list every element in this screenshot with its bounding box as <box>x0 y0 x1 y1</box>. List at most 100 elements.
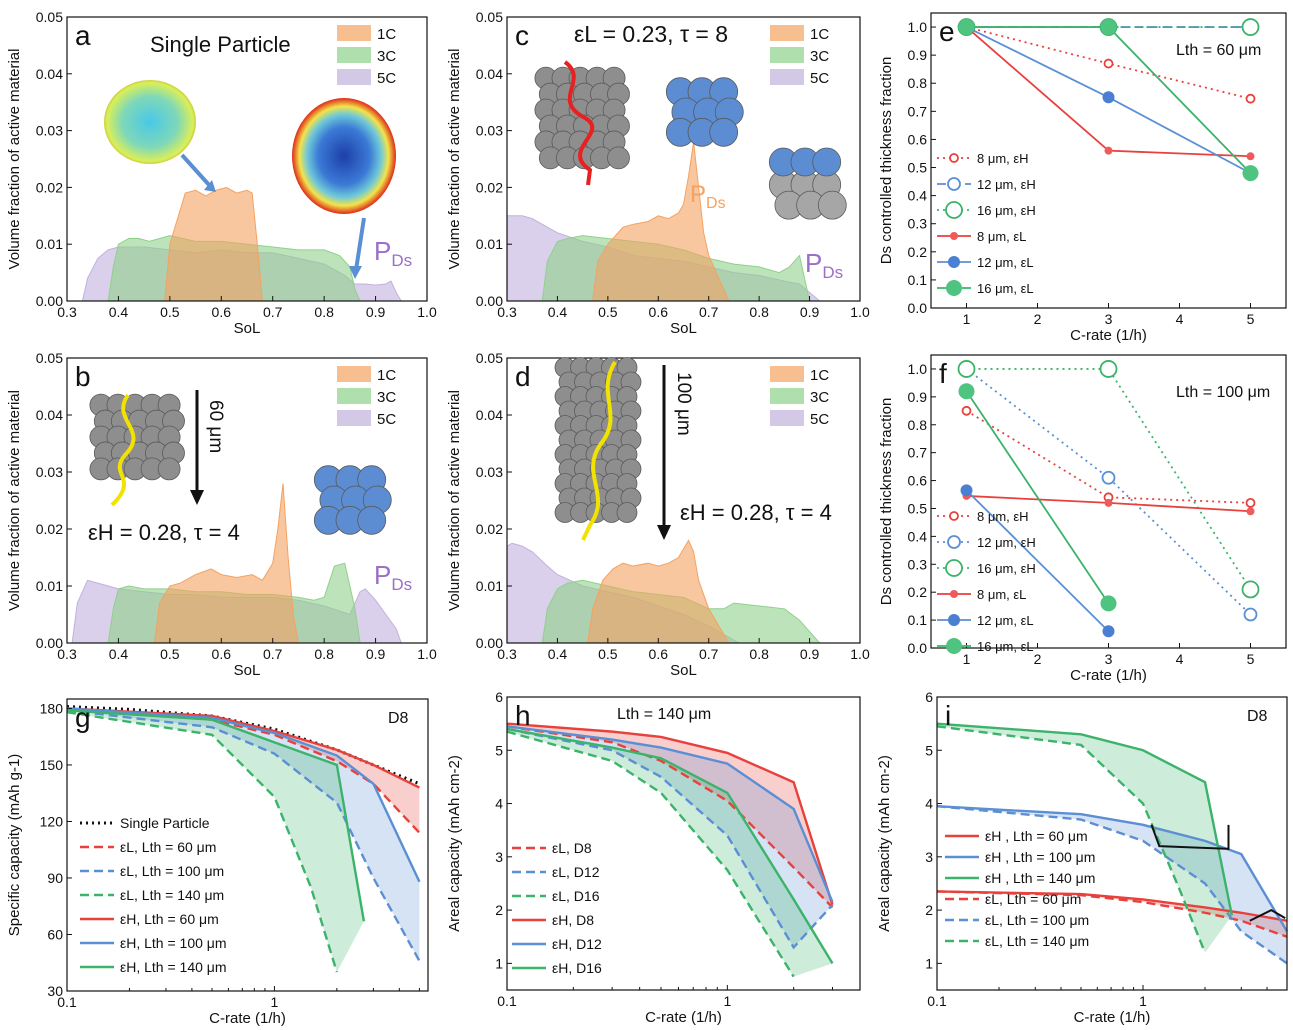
legend-label: εH, Lth = 100 μm <box>120 935 227 951</box>
legend-label: 16 μm, εH <box>977 203 1036 218</box>
series-line <box>965 390 1110 604</box>
pds-annotation: PDs <box>805 248 843 282</box>
data-point <box>1245 497 1256 508</box>
legend-swatch <box>337 366 371 382</box>
x-tick-label: 1 <box>723 993 731 1009</box>
x-axis-label: SoL <box>234 320 261 337</box>
panel-e: 0.0 0.1 0.2 0.3 0.4 0.5 0.6 0.7 0.8 0.9 1.0 1 2 3 4 5 C-… <box>878 12 1287 344</box>
panel-c: 0.00 0.01 0.02 0.03 0.04 0.05 0.3 0.4 0.5 0.6 0.7 0… <box>446 9 870 337</box>
y-tick-label: 150 <box>40 757 64 773</box>
y-tick-label: 0.0 <box>908 640 928 656</box>
legend-label: 12 μm, εH <box>977 177 1036 192</box>
legend-swatch <box>337 47 371 63</box>
data-point <box>958 383 975 400</box>
legend-marker <box>950 590 958 598</box>
legend-label: εL, Lth = 60 μm <box>120 839 216 855</box>
y-tick-label: 1.0 <box>908 361 928 377</box>
data-point <box>960 484 973 497</box>
y-tick-label: 5 <box>495 742 503 758</box>
x-tick-label: 0.7 <box>263 646 283 662</box>
series-line <box>66 707 420 789</box>
data-point <box>1241 18 1260 36</box>
pds-subscript: Ds <box>391 575 412 594</box>
series-line <box>506 727 834 950</box>
legend-swatch <box>770 366 804 382</box>
x-tick-label: 0.8 <box>314 304 334 320</box>
x-tick-label: 0.3 <box>57 304 77 320</box>
area-series-1C <box>153 483 300 644</box>
data-point <box>1241 580 1260 599</box>
y-tick-label: 0.1 <box>908 272 928 288</box>
series-line <box>936 722 1234 916</box>
legend-label: 1C <box>810 367 829 384</box>
legend-swatch <box>770 388 804 404</box>
y-tick-label: 1 <box>495 955 503 971</box>
param-label: εH = 0.28, τ = 4 <box>680 500 832 525</box>
chart-title: Lth = 140 μm <box>617 706 711 723</box>
y-tick-label: 0.00 <box>36 293 63 309</box>
y-tick-label: 0.7 <box>908 445 928 461</box>
panel-label: c <box>515 20 529 51</box>
y-tick-label: 0.4 <box>908 528 928 544</box>
data-point <box>1245 93 1256 104</box>
y-tick-label: 0.8 <box>908 75 928 91</box>
y-axis-label: Areal capacity (mAh cm-2) <box>876 755 893 932</box>
legend-marker <box>946 638 962 654</box>
y-tick-label: 0.03 <box>36 123 63 139</box>
y-axis-label: Specific capacity (mAh g-1) <box>6 754 23 937</box>
data-point <box>1101 470 1116 485</box>
data-point <box>1099 360 1118 378</box>
legend-label: εL, D8 <box>552 840 592 856</box>
legend-label: εH , Lth = 140 μm <box>985 870 1095 886</box>
data-point <box>1246 507 1255 516</box>
y-tick-label: 1 <box>925 955 933 971</box>
y-axis-label: Ds controlled thickness fraction <box>878 398 895 606</box>
series-line <box>66 709 421 962</box>
diffusion-path <box>110 393 136 507</box>
y-tick-label: 60 <box>47 926 63 942</box>
x-tick-label: 0.3 <box>57 646 77 662</box>
x-tick-label: 1.0 <box>417 304 437 320</box>
area-series-1C <box>587 539 730 644</box>
x-tick-label: 5 <box>1247 651 1255 667</box>
legend-label: 3C <box>810 389 829 406</box>
y-tick-label: 0.01 <box>36 236 63 252</box>
data-point <box>1103 58 1114 69</box>
pds-annotation: PDs <box>374 560 412 594</box>
x-tick-label: 0.6 <box>212 646 232 662</box>
panel-f: 0.0 0.1 0.2 0.3 0.4 0.5 0.6 0.7 0.8 0.9 1.0 1 2 3 4 5 C-… <box>878 354 1287 684</box>
x-tick-label: 0.6 <box>649 304 669 320</box>
y-tick-label: 0.2 <box>908 584 928 600</box>
x-tick-label: 0.3 <box>497 646 517 662</box>
legend-swatch <box>770 69 804 85</box>
x-tick-label: 0.7 <box>699 646 719 662</box>
arrow-head <box>190 490 204 505</box>
y-tick-label: 3 <box>925 849 933 865</box>
legend-label: 12 μm, εL <box>977 255 1034 270</box>
x-axis-label: SoL <box>234 662 261 679</box>
panel-label: d <box>515 361 531 392</box>
panel-d: 0.00 0.01 0.02 0.03 0.04 0.05 0.3 0.4 0.5 0.6 0.7 0… <box>446 350 870 679</box>
panel-label: f <box>939 358 947 389</box>
y-tick-label: 0.02 <box>36 521 63 537</box>
legend-label: εL, Lth = 140 μm <box>985 933 1089 949</box>
x-tick-label: 1.0 <box>417 646 437 662</box>
legend-label: 3C <box>810 48 829 65</box>
data-point <box>1246 152 1255 161</box>
legend-label: 16 μm, εH <box>977 561 1036 576</box>
area-series-1C <box>164 186 263 302</box>
y-tick-label: 0.0 <box>908 300 928 316</box>
y-tick-label: 0.01 <box>36 578 63 594</box>
axes-frame <box>66 357 428 644</box>
y-tick-label: 0.00 <box>476 635 503 651</box>
series-line <box>66 707 421 883</box>
x-tick-label: 0.4 <box>109 304 129 320</box>
y-tick-label: 120 <box>40 813 64 829</box>
transition-marker <box>1150 824 1230 850</box>
x-tick-label: 0.4 <box>548 646 568 662</box>
x-tick-label: 0.5 <box>598 646 618 662</box>
pds-subscript: Ds <box>822 263 843 282</box>
x-tick-label: 0.8 <box>314 646 334 662</box>
legend-marker <box>947 535 961 549</box>
